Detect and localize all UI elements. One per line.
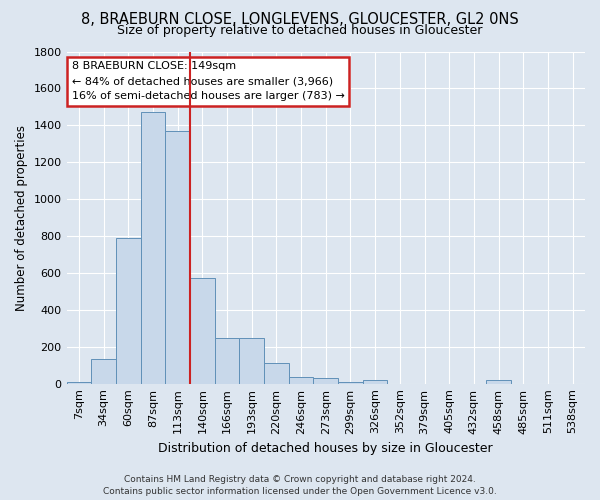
Text: Size of property relative to detached houses in Gloucester: Size of property relative to detached ho… — [118, 24, 482, 37]
X-axis label: Distribution of detached houses by size in Gloucester: Distribution of detached houses by size … — [158, 442, 493, 455]
Bar — [338, 382, 363, 384]
Bar — [190, 278, 215, 384]
Bar — [289, 377, 313, 384]
Bar — [116, 238, 140, 384]
Text: 8 BRAEBURN CLOSE: 149sqm
← 84% of detached houses are smaller (3,966)
16% of sem: 8 BRAEBURN CLOSE: 149sqm ← 84% of detach… — [72, 62, 344, 101]
Text: 8, BRAEBURN CLOSE, LONGLEVENS, GLOUCESTER, GL2 0NS: 8, BRAEBURN CLOSE, LONGLEVENS, GLOUCESTE… — [81, 12, 519, 26]
Y-axis label: Number of detached properties: Number of detached properties — [15, 124, 28, 310]
Bar — [264, 364, 289, 384]
Bar — [67, 382, 91, 384]
Bar — [165, 131, 190, 384]
Bar — [363, 380, 388, 384]
Bar — [140, 112, 165, 384]
Bar — [239, 338, 264, 384]
Text: Contains HM Land Registry data © Crown copyright and database right 2024.
Contai: Contains HM Land Registry data © Crown c… — [103, 475, 497, 496]
Bar — [215, 338, 239, 384]
Bar — [91, 359, 116, 384]
Bar — [313, 378, 338, 384]
Bar — [486, 380, 511, 384]
